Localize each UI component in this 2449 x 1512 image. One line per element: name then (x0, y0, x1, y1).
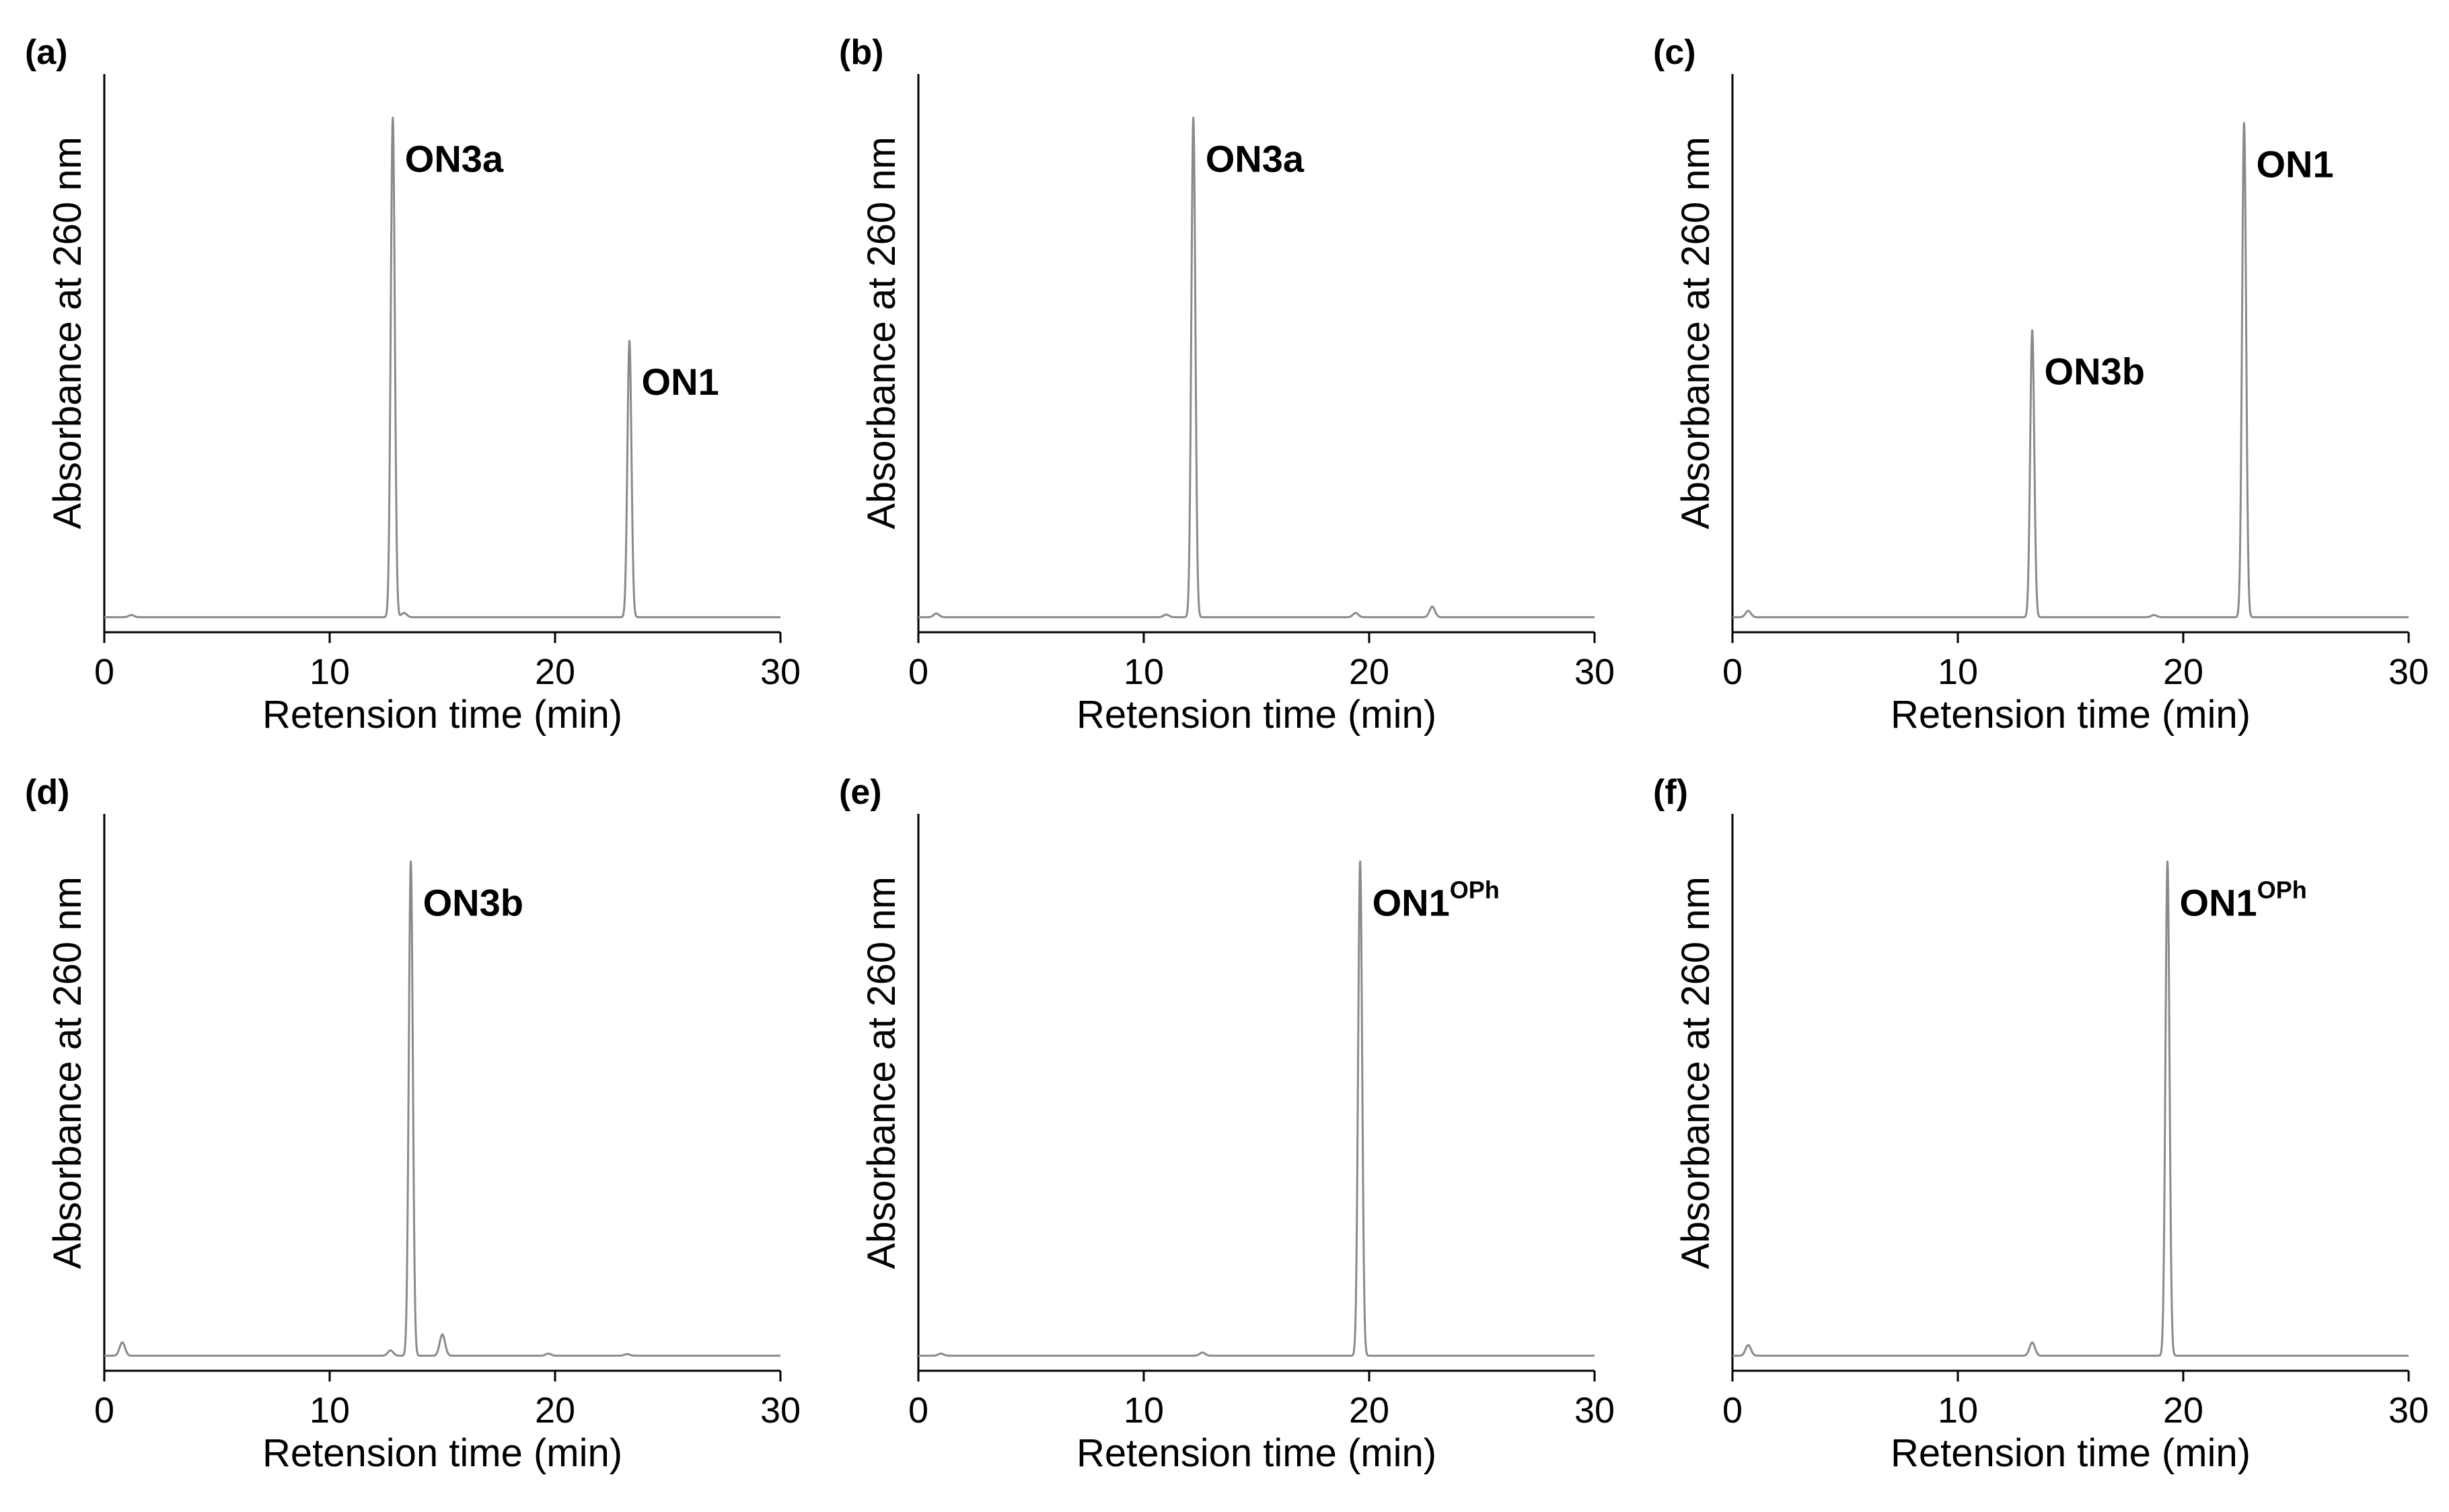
peak-label-name: ON3b (2045, 350, 2145, 392)
peak-label: ON1OPh (2180, 876, 2307, 923)
x-tick-label: 20 (2163, 652, 2203, 692)
x-tick-label: 0 (1722, 1390, 1743, 1431)
x-tick-label: 20 (535, 652, 575, 692)
chromatogram-trace (1731, 860, 2410, 1357)
x-axis-title: Retension time (min) (262, 693, 622, 736)
y-axis-title: Absorbance at 260 nm (46, 876, 89, 1269)
x-tick-label: 20 (1349, 1390, 1389, 1431)
panel-f: (f) 0 10 20 30 Retension time (min) Absorbance… (1653, 773, 2429, 1475)
x-tick-label: 10 (1124, 652, 1164, 692)
peak-label: ON3b (2045, 350, 2145, 392)
panel-d: (d) 0 10 20 30 Retension time (min) Absorbance… (25, 773, 801, 1475)
x-tick-label: 0 (94, 652, 114, 692)
x-axis-title: Retension time (min) (1891, 693, 2251, 736)
x-tick-label: 30 (760, 1390, 801, 1431)
chromatogram-trace (103, 116, 782, 619)
panel-c: (c) 0 10 20 30 Retension time (min) Absorbance… (1653, 33, 2429, 736)
peak-label: ON3a (1206, 137, 1305, 180)
x-tick-label: 0 (1722, 652, 1743, 692)
peak-label: ON1 (2256, 143, 2333, 185)
y-axis-title: Absorbance at 260 nm (860, 137, 904, 529)
x-tick-label: 10 (1938, 1390, 1978, 1431)
panel-label: (e) (839, 773, 882, 812)
chromatogram-trace (917, 116, 1596, 619)
x-tick-label: 30 (1574, 1390, 1615, 1431)
panel-b: (b) 0 10 20 30 Retension time (min) Absorbance… (839, 33, 1615, 736)
x-axis-title: Retension time (min) (1076, 1431, 1436, 1475)
panel-label: (b) (839, 33, 883, 72)
x-tick-label: 30 (760, 652, 801, 692)
x-tick-label: 10 (1124, 1390, 1164, 1431)
panel-label: (c) (1653, 33, 1696, 72)
x-tick-label: 10 (309, 1390, 350, 1431)
peak-label-name: ON1 (2180, 881, 2257, 923)
x-tick-label: 10 (1938, 652, 1978, 692)
x-tick-label: 20 (535, 1390, 575, 1431)
y-axis-title: Absorbance at 260 nm (46, 137, 89, 529)
x-axis-title: Retension time (min) (1891, 1431, 2251, 1475)
y-axis-title: Absorbance at 260 nm (1674, 137, 1718, 529)
x-tick-label: 30 (1574, 652, 1615, 692)
x-tick-label: 0 (908, 1390, 928, 1431)
x-axis-title: Retension time (min) (1076, 693, 1436, 736)
peak-label-name: ON1 (642, 361, 719, 403)
x-axis-title: Retension time (min) (262, 1431, 622, 1475)
panel-e: (e) 0 10 20 30 Retension time (min) Absorbance… (839, 773, 1615, 1475)
x-tick-label: 10 (309, 652, 350, 692)
x-tick-label: 0 (94, 1390, 114, 1431)
peak-label-name: ON3a (1206, 137, 1305, 180)
chromatogram-trace (103, 860, 782, 1357)
panel-label: (f) (1653, 773, 1688, 812)
peak-label-name: ON3a (405, 137, 504, 180)
panel-label: (a) (25, 33, 68, 72)
peak-label: ON3a (405, 137, 504, 180)
x-tick-label: 20 (1349, 652, 1389, 692)
panel-a: (a) 0 10 20 30 Retension time (min) Absorbance… (25, 33, 801, 736)
peak-label-name: ON1 (1373, 881, 1450, 923)
y-axis-title: Absorbance at 260 nm (860, 876, 904, 1269)
panel-label: (d) (25, 773, 69, 812)
x-tick-label: 30 (2388, 652, 2429, 692)
y-axis-title: Absorbance at 260 nm (1674, 876, 1718, 1269)
peak-label-superscript: OPh (1450, 876, 1500, 903)
x-tick-label: 30 (2388, 1390, 2429, 1431)
peak-label: ON3b (423, 881, 523, 923)
x-tick-label: 0 (908, 652, 928, 692)
chromatogram-trace (1731, 122, 2410, 619)
peak-label-name: ON1 (2256, 143, 2333, 185)
peak-label: ON1OPh (1373, 876, 1500, 923)
x-tick-label: 20 (2163, 1390, 2203, 1431)
peak-label-superscript: OPh (2257, 876, 2307, 903)
chromatogram-trace (917, 860, 1596, 1357)
peak-label-name: ON3b (423, 881, 523, 923)
peak-label: ON1 (642, 361, 719, 403)
